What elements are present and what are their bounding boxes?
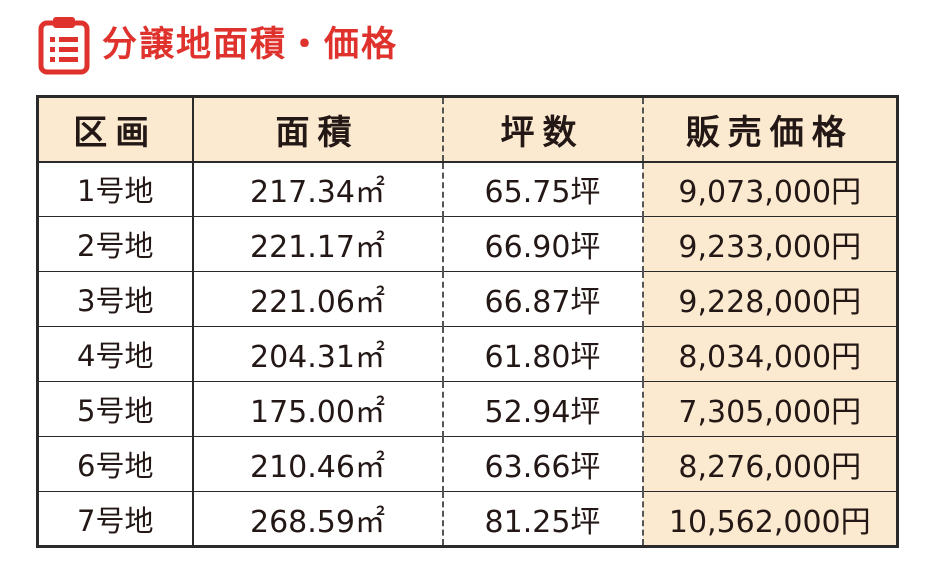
cell-lot: 2号地 <box>37 216 194 272</box>
table-row: 7号地 268.59㎡ 81.25坪 10,562,000円 <box>37 491 898 547</box>
table-row: 2号地 221.17㎡ 66.90坪 9,233,000円 <box>37 216 898 272</box>
cell-price: 8,276,000円 <box>642 436 898 492</box>
table-row: 6号地 210.46㎡ 63.66坪 8,276,000円 <box>37 436 898 492</box>
cell-lot: 7号地 <box>37 491 194 547</box>
cell-price: 7,305,000円 <box>642 381 898 437</box>
header-tsubo: 坪数 <box>442 96 644 163</box>
cell-lot: 6号地 <box>37 436 194 492</box>
cell-lot: 5号地 <box>37 381 194 437</box>
cell-price: 9,073,000円 <box>642 161 898 217</box>
table-row: 3号地 221.06㎡ 66.87坪 9,228,000円 <box>37 271 898 327</box>
clipboard-list-icon <box>38 17 90 75</box>
cell-price: 9,228,000円 <box>642 271 898 327</box>
header-area: 面積 <box>192 96 444 163</box>
cell-tsubo: 65.75坪 <box>442 161 644 217</box>
cell-area: 217.34㎡ <box>192 161 444 217</box>
cell-tsubo: 66.90坪 <box>442 216 644 272</box>
cell-area: 210.46㎡ <box>192 436 444 492</box>
table-row: 5号地 175.00㎡ 52.94坪 7,305,000円 <box>37 381 898 437</box>
table-row: 1号地 217.34㎡ 65.75坪 9,073,000円 <box>37 161 898 217</box>
cell-area: 221.06㎡ <box>192 271 444 327</box>
table-row: 4号地 204.31㎡ 61.80坪 8,034,000円 <box>37 326 898 382</box>
cell-price: 9,233,000円 <box>642 216 898 272</box>
cell-area: 204.31㎡ <box>192 326 444 382</box>
cell-tsubo: 81.25坪 <box>442 491 644 547</box>
lot-price-table: 区画 面積 坪数 販売価格 1号地 217.34㎡ 65.75坪 9,073,0… <box>36 95 899 548</box>
cell-lot: 3号地 <box>37 271 194 327</box>
cell-tsubo: 63.66坪 <box>442 436 644 492</box>
cell-price: 10,562,000円 <box>642 491 898 547</box>
cell-tsubo: 61.80坪 <box>442 326 644 382</box>
cell-lot: 1号地 <box>37 161 194 217</box>
header-price: 販売価格 <box>642 96 898 163</box>
cell-lot: 4号地 <box>37 326 194 382</box>
table-header-row: 区画 面積 坪数 販売価格 <box>37 96 898 163</box>
header-lot: 区画 <box>37 96 194 163</box>
cell-area: 268.59㎡ <box>192 491 444 547</box>
page-title: 分譲地面積・価格 <box>102 24 399 65</box>
cell-area: 175.00㎡ <box>192 381 444 437</box>
title-block: 分譲地面積・価格 <box>38 10 398 80</box>
cell-tsubo: 52.94坪 <box>442 381 644 437</box>
cell-tsubo: 66.87坪 <box>442 271 644 327</box>
cell-price: 8,034,000円 <box>642 326 898 382</box>
cell-area: 221.17㎡ <box>192 216 444 272</box>
